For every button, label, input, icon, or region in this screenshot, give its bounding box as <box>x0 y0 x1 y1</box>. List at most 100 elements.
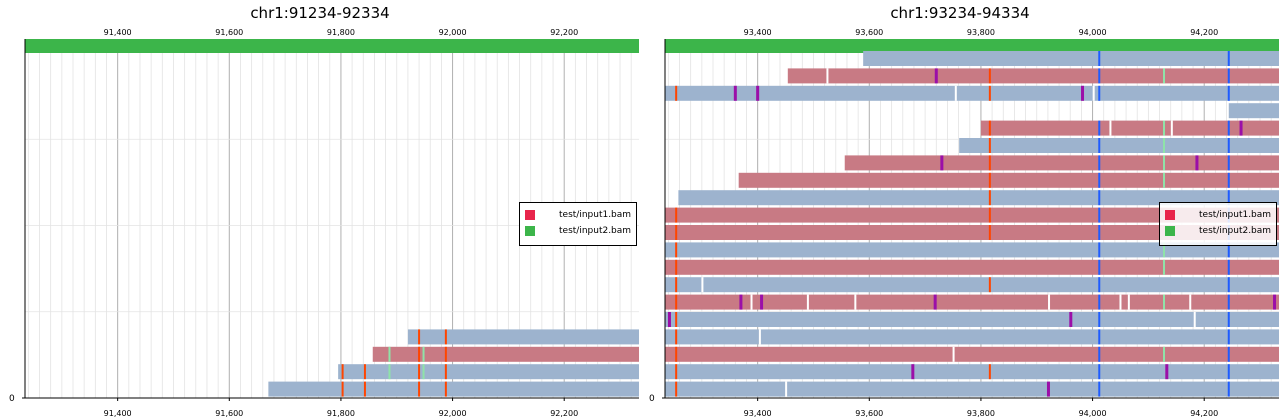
mismatch-mark <box>1109 120 1112 136</box>
x-tick-label-top: 92,000 <box>439 28 467 37</box>
legend-label-input1: test/input1.bam <box>559 210 632 220</box>
mismatch-mark <box>1163 120 1166 136</box>
mismatch-mark <box>341 381 344 397</box>
legend-swatch-input1 <box>1165 210 1175 220</box>
mismatch-mark <box>1163 242 1166 258</box>
mismatch-mark <box>667 312 671 327</box>
legend-left: test/input1.bam test/input2.bam <box>519 202 637 246</box>
read-bar <box>665 242 1279 258</box>
mismatch-mark <box>988 277 991 293</box>
mismatch-mark <box>1098 312 1101 327</box>
read-bar <box>665 207 1279 223</box>
mismatch-mark <box>418 329 421 345</box>
mismatch-mark <box>1227 155 1230 171</box>
y-tick-label: 0 <box>9 394 15 404</box>
read-bar <box>844 155 1279 171</box>
x-tick-label-bottom: 94,000 <box>1079 409 1107 418</box>
mismatch-mark <box>1239 120 1243 136</box>
mismatch-mark <box>1227 172 1230 188</box>
read-bar <box>665 329 1279 345</box>
x-tick-label-bottom: 91,600 <box>215 409 243 418</box>
x-tick-label-top: 94,200 <box>1190 28 1218 37</box>
mismatch-mark <box>1098 68 1101 84</box>
mismatch-mark <box>785 381 788 397</box>
mismatch-mark <box>701 277 704 293</box>
mismatch-mark <box>739 294 743 310</box>
mismatch-mark <box>1098 207 1101 223</box>
mismatch-mark <box>1098 51 1101 66</box>
mismatch-mark <box>1227 190 1230 206</box>
mismatch-mark <box>675 225 678 240</box>
x-tick-label-top: 91,800 <box>327 28 355 37</box>
read-bar <box>959 138 1279 153</box>
chart-title-left: chr1:91234-92334 <box>250 4 390 22</box>
x-tick-label-top: 92,200 <box>550 28 578 37</box>
read-bar <box>665 294 1279 310</box>
mismatch-mark <box>940 155 944 171</box>
mismatch-mark <box>1165 364 1169 380</box>
mismatch-mark <box>1227 312 1230 327</box>
mismatch-mark <box>1127 294 1130 310</box>
mismatch-mark <box>675 312 678 327</box>
read-bar <box>665 277 1279 293</box>
read-bar <box>665 225 1279 240</box>
mismatch-mark <box>1098 294 1101 310</box>
mismatch-mark <box>934 68 938 84</box>
read-bar <box>665 259 1279 275</box>
mismatch-mark <box>1098 242 1101 258</box>
mismatch-mark <box>1098 138 1101 153</box>
mismatch-mark <box>954 85 957 101</box>
read-bar <box>665 85 1279 101</box>
mismatch-mark <box>733 85 737 101</box>
legend-swatch-input2 <box>1165 226 1175 236</box>
chart-title-right: chr1:93234-94334 <box>890 4 1030 22</box>
mismatch-mark <box>675 85 678 101</box>
mismatch-mark <box>444 364 447 380</box>
x-tick-label-bottom: 91,800 <box>327 409 355 418</box>
mismatch-mark <box>756 85 760 101</box>
x-tick-label-bottom: 94,200 <box>1190 409 1218 418</box>
reference-bar <box>25 39 639 53</box>
mismatch-mark <box>988 120 991 136</box>
read-bar <box>1228 103 1279 119</box>
mismatch-mark <box>911 364 915 380</box>
mismatch-mark <box>988 172 991 188</box>
mismatch-mark <box>988 138 991 153</box>
reference-bar <box>665 39 1279 53</box>
mismatch-mark <box>444 329 447 345</box>
mismatch-mark <box>1227 85 1230 101</box>
mismatch-mark <box>1227 68 1230 84</box>
mismatch-mark <box>675 381 678 397</box>
mismatch-mark <box>1227 364 1230 380</box>
x-tick-label-top: 91,600 <box>215 28 243 37</box>
mismatch-mark <box>1227 259 1230 275</box>
mismatch-mark <box>675 364 678 380</box>
mismatch-mark <box>1098 155 1101 171</box>
mismatch-mark <box>988 225 991 240</box>
mismatch-mark <box>418 346 421 362</box>
mismatch-mark <box>422 346 425 362</box>
mismatch-mark <box>806 294 809 310</box>
read-bar <box>338 364 639 380</box>
read-bar <box>665 381 1279 397</box>
mismatch-mark <box>363 364 366 380</box>
mismatch-mark <box>1170 120 1173 136</box>
x-tick-label-bottom: 93,400 <box>744 409 772 418</box>
mismatch-mark <box>988 190 991 206</box>
mismatch-mark <box>675 294 678 310</box>
mismatch-mark <box>1227 346 1230 362</box>
mismatch-mark <box>675 259 678 275</box>
read-bar <box>407 329 639 345</box>
mismatch-mark <box>1119 294 1122 310</box>
x-tick-label-top: 93,800 <box>967 28 995 37</box>
mismatch-mark <box>1273 294 1277 310</box>
mismatch-mark <box>933 294 937 310</box>
mismatch-mark <box>988 68 991 84</box>
mismatch-mark <box>1098 364 1101 380</box>
read-bar <box>678 190 1279 206</box>
read-bar <box>268 381 639 397</box>
mismatch-mark <box>363 381 366 397</box>
left-panel: chr1:91234-92334 91,400 91,400 91,600 91,60… <box>9 4 639 418</box>
mismatch-mark <box>1098 259 1101 275</box>
mismatch-mark <box>418 364 421 380</box>
